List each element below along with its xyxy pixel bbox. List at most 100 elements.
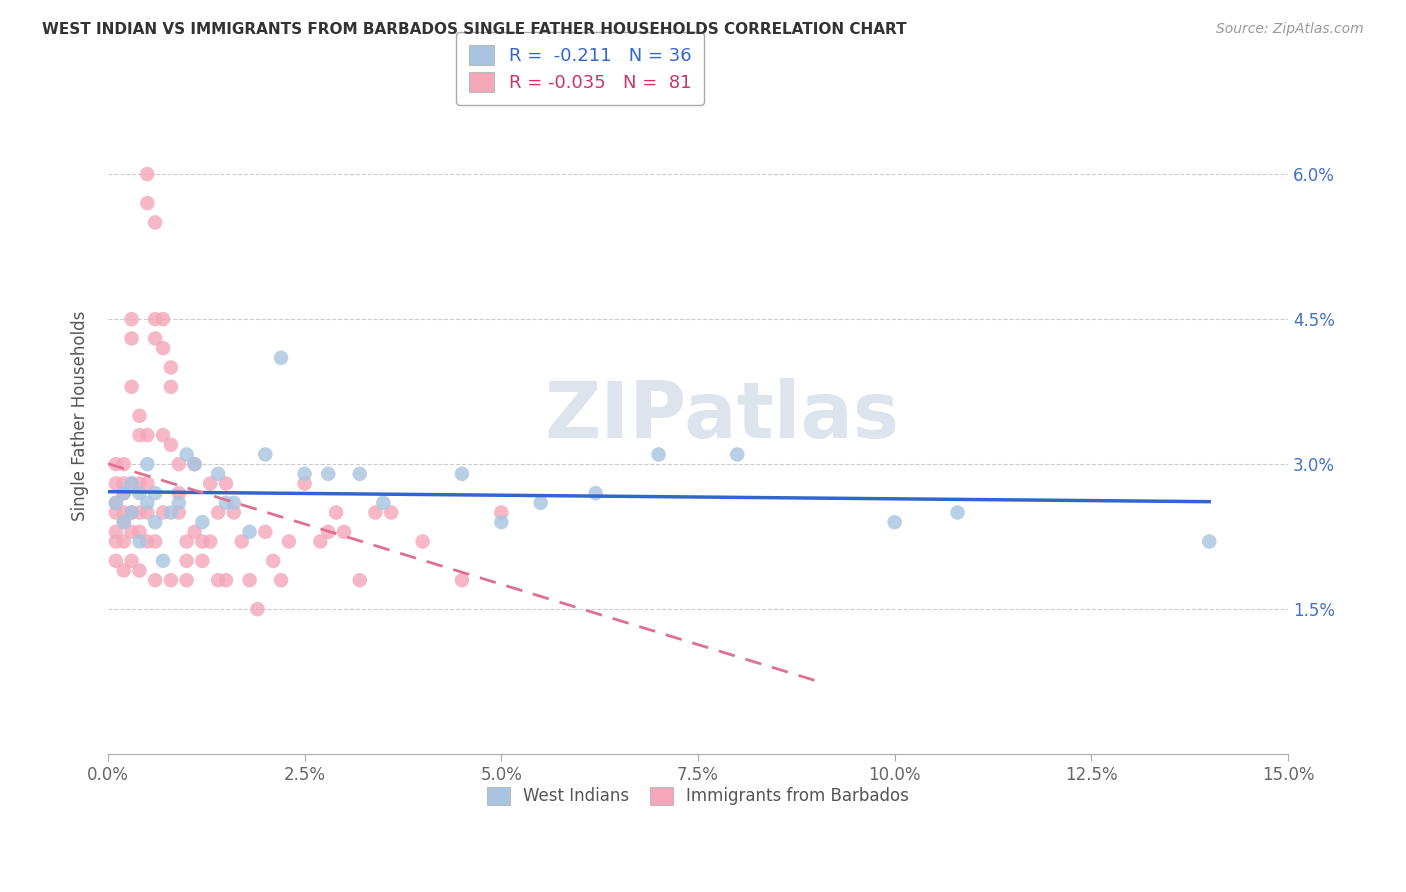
Point — [128, 564, 150, 578]
Point — [333, 524, 356, 539]
Point — [373, 496, 395, 510]
Point — [585, 486, 607, 500]
Point — [1198, 534, 1220, 549]
Point — [128, 409, 150, 423]
Point — [183, 524, 205, 539]
Point — [451, 467, 474, 481]
Point — [143, 486, 166, 500]
Point — [143, 215, 166, 229]
Point — [121, 380, 143, 394]
Point — [364, 506, 387, 520]
Point — [309, 534, 332, 549]
Point — [200, 534, 222, 549]
Point — [316, 524, 339, 539]
Point — [647, 448, 669, 462]
Point — [121, 554, 143, 568]
Point — [239, 524, 262, 539]
Point — [136, 167, 159, 181]
Point — [104, 534, 127, 549]
Point — [176, 554, 198, 568]
Point — [112, 564, 135, 578]
Point — [128, 486, 150, 500]
Point — [112, 506, 135, 520]
Point — [160, 380, 183, 394]
Point — [207, 573, 229, 587]
Point — [104, 476, 127, 491]
Point — [176, 534, 198, 549]
Point — [112, 515, 135, 529]
Point — [215, 496, 238, 510]
Point — [294, 467, 316, 481]
Point — [222, 496, 245, 510]
Point — [104, 457, 127, 471]
Point — [207, 467, 229, 481]
Text: Source: ZipAtlas.com: Source: ZipAtlas.com — [1216, 22, 1364, 37]
Point — [183, 457, 205, 471]
Point — [121, 476, 143, 491]
Point — [160, 506, 183, 520]
Point — [270, 573, 292, 587]
Point — [136, 476, 159, 491]
Point — [191, 534, 214, 549]
Point — [231, 534, 253, 549]
Point — [191, 554, 214, 568]
Point — [152, 506, 174, 520]
Point — [160, 438, 183, 452]
Point — [380, 506, 402, 520]
Point — [136, 428, 159, 442]
Point — [725, 448, 748, 462]
Point — [112, 486, 135, 500]
Point — [152, 428, 174, 442]
Point — [412, 534, 434, 549]
Point — [160, 573, 183, 587]
Point — [491, 515, 513, 529]
Point — [152, 312, 174, 326]
Point — [491, 506, 513, 520]
Point — [270, 351, 292, 365]
Point — [104, 496, 127, 510]
Point — [200, 476, 222, 491]
Point — [128, 534, 150, 549]
Point — [262, 554, 284, 568]
Point — [143, 534, 166, 549]
Point — [104, 554, 127, 568]
Point — [112, 534, 135, 549]
Point — [191, 515, 214, 529]
Y-axis label: Single Father Households: Single Father Households — [72, 310, 89, 521]
Point — [128, 476, 150, 491]
Point — [254, 524, 277, 539]
Point — [152, 341, 174, 355]
Point — [160, 360, 183, 375]
Point — [167, 486, 190, 500]
Point — [121, 524, 143, 539]
Point — [121, 331, 143, 345]
Point — [294, 476, 316, 491]
Point — [136, 457, 159, 471]
Point — [121, 312, 143, 326]
Point — [207, 506, 229, 520]
Point — [883, 515, 905, 529]
Legend: West Indians, Immigrants from Barbados: West Indians, Immigrants from Barbados — [478, 778, 918, 814]
Point — [112, 515, 135, 529]
Point — [121, 506, 143, 520]
Point — [167, 506, 190, 520]
Point — [121, 506, 143, 520]
Point — [104, 506, 127, 520]
Point — [316, 467, 339, 481]
Point — [451, 573, 474, 587]
Point — [183, 457, 205, 471]
Point — [167, 457, 190, 471]
Point — [215, 573, 238, 587]
Point — [128, 506, 150, 520]
Point — [121, 476, 143, 491]
Point — [176, 573, 198, 587]
Point — [239, 573, 262, 587]
Text: ZIPatlas: ZIPatlas — [544, 378, 898, 454]
Point — [143, 515, 166, 529]
Point — [325, 506, 347, 520]
Point — [136, 496, 159, 510]
Point — [136, 196, 159, 211]
Point — [104, 524, 127, 539]
Point — [167, 496, 190, 510]
Point — [112, 457, 135, 471]
